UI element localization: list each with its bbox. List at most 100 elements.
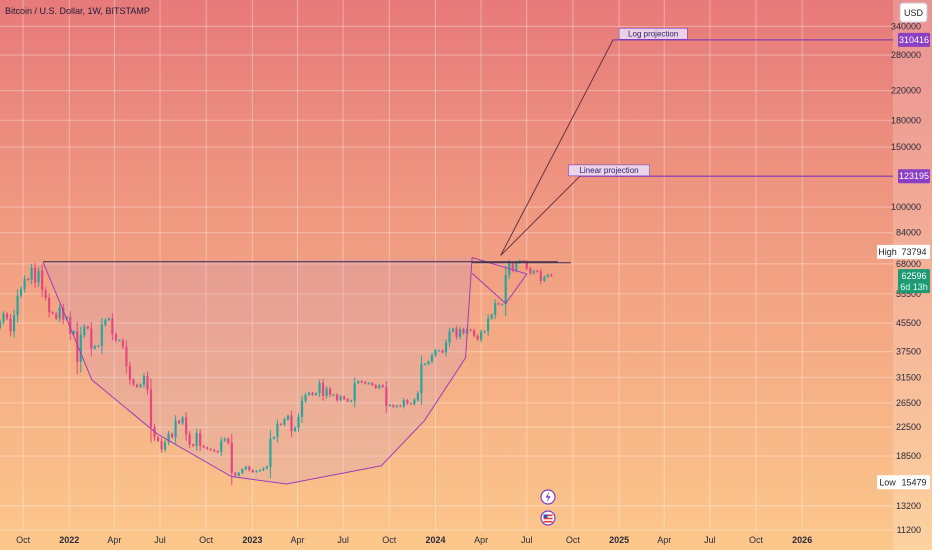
- candle-body: [381, 385, 384, 388]
- candle: [213, 448, 216, 453]
- candle-body: [290, 415, 293, 432]
- x-tick-label: Apr: [290, 535, 304, 545]
- candle-body: [62, 307, 65, 320]
- candle: [314, 392, 318, 396]
- candle: [216, 450, 219, 454]
- x-tick-label: 2022: [59, 535, 79, 545]
- candle-body: [487, 318, 490, 332]
- candle-body: [114, 334, 117, 341]
- y-tick-label: 100000: [891, 202, 921, 212]
- candle: [142, 373, 146, 388]
- y-tick-label: 37500: [896, 347, 921, 357]
- x-tick-label: 2025: [609, 535, 629, 545]
- candle: [283, 417, 286, 427]
- candle: [104, 318, 107, 327]
- candle: [167, 430, 170, 446]
- candle: [427, 360, 430, 366]
- candle: [455, 325, 458, 340]
- candle: [51, 311, 54, 315]
- candle-body: [83, 326, 86, 335]
- candle: [487, 314, 490, 336]
- y-tick-label: 55500: [896, 289, 921, 299]
- candle-body: [336, 394, 339, 401]
- candle-body: [420, 364, 423, 394]
- candle-body: [244, 466, 247, 470]
- currency-button[interactable]: USD: [899, 2, 928, 23]
- candle-body: [346, 399, 349, 402]
- candle: [178, 419, 181, 425]
- candle-body: [329, 388, 332, 395]
- candle-body: [314, 393, 318, 395]
- candle: [293, 426, 297, 433]
- candle-body: [367, 383, 370, 385]
- candle: [483, 330, 486, 334]
- candle: [392, 404, 395, 408]
- event-us-flag-icon[interactable]: [540, 510, 556, 526]
- candle-body: [392, 405, 395, 407]
- candle-body: [455, 328, 458, 337]
- event-flash-icon[interactable]: [540, 489, 556, 505]
- candle-body: [311, 392, 314, 395]
- candle: [395, 404, 398, 408]
- candle: [209, 447, 212, 451]
- candle: [304, 392, 307, 403]
- x-tick-label: 2026: [792, 535, 812, 545]
- candle-body: [76, 331, 79, 362]
- candle: [9, 314, 12, 337]
- high-label: High: [878, 247, 897, 257]
- candle-body: [350, 400, 353, 402]
- candle-body: [413, 399, 416, 405]
- linear-projection-annotation: Linear projection: [579, 166, 638, 175]
- candle-body: [265, 466, 268, 469]
- y-tick-label: 45500: [896, 318, 921, 328]
- candle-body: [163, 442, 167, 450]
- candle-body: [532, 270, 535, 274]
- candle-body: [156, 437, 160, 441]
- candle: [269, 429, 272, 478]
- candle-body: [276, 423, 279, 438]
- candle: [23, 275, 26, 293]
- candle-body: [230, 442, 233, 473]
- candle: [416, 391, 419, 402]
- candle-body: [209, 448, 212, 450]
- candle: [83, 323, 86, 339]
- y-tick-label: 13200: [896, 501, 921, 511]
- candle: [381, 384, 384, 389]
- candle-body: [139, 384, 142, 388]
- candle-body: [170, 433, 174, 438]
- y-tick-label: 18500: [896, 451, 921, 461]
- candle-body: [321, 383, 325, 396]
- log-target-tag: 310416: [899, 35, 929, 45]
- y-tick-label: 26500: [896, 398, 921, 408]
- candle: [128, 361, 132, 385]
- x-tick-label: Oct: [566, 535, 581, 545]
- candle-body: [364, 382, 367, 384]
- candle: [156, 436, 160, 443]
- candle: [132, 378, 135, 387]
- candle: [311, 391, 314, 396]
- candle: [490, 313, 493, 320]
- candle: [192, 443, 195, 447]
- candle: [434, 348, 437, 357]
- candle-body: [483, 331, 486, 333]
- candle: [41, 264, 44, 298]
- candle: [0, 319, 2, 330]
- candle: [237, 471, 240, 477]
- triangle-pattern: [471, 257, 528, 305]
- candle-body: [34, 267, 37, 283]
- candle-body: [434, 350, 437, 356]
- candle-body: [206, 447, 209, 449]
- x-tick-label: Jul: [704, 535, 716, 545]
- candle-body: [357, 381, 360, 384]
- candle: [297, 413, 300, 432]
- candle: [279, 422, 283, 426]
- linear-target-tag: 123195: [899, 171, 929, 181]
- candle: [462, 327, 465, 335]
- candle-body: [0, 321, 2, 328]
- candle-body: [283, 419, 286, 425]
- candle-body: [100, 324, 103, 346]
- candle-body: [185, 417, 188, 435]
- candle: [444, 339, 448, 357]
- candle-body: [279, 423, 283, 425]
